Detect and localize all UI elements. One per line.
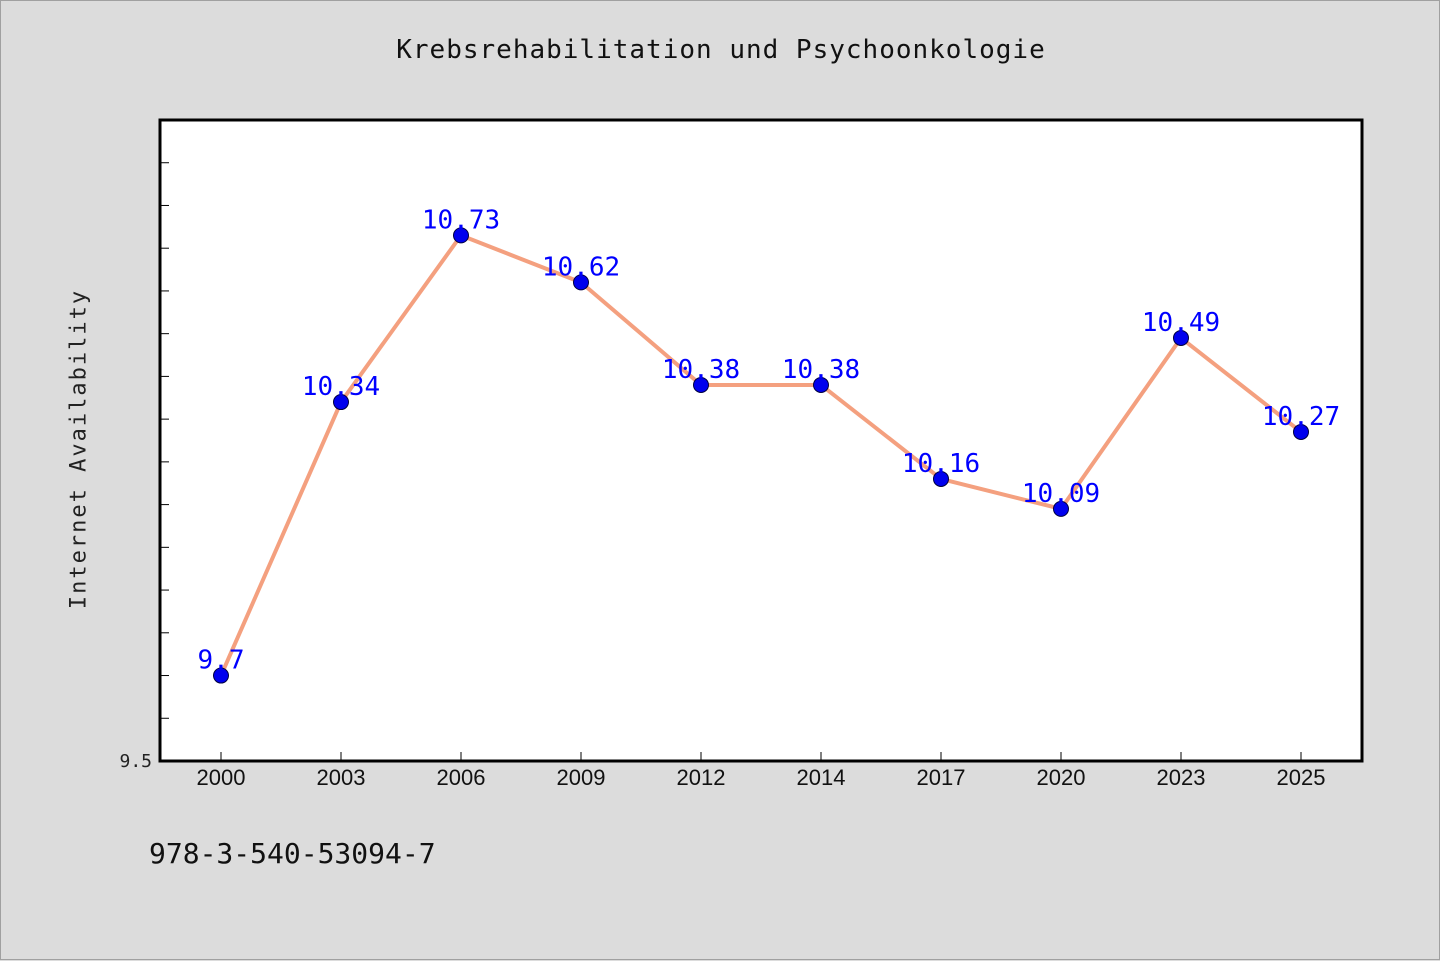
data-label: 10.73 bbox=[422, 205, 500, 235]
x-tick-label: 2023 bbox=[1157, 765, 1206, 790]
data-label: 10.16 bbox=[902, 449, 980, 479]
x-tick-label: 2006 bbox=[437, 765, 486, 790]
x-tick-label: 2003 bbox=[317, 765, 366, 790]
y-tick-label: 9.5 bbox=[119, 751, 152, 772]
data-label: 10.34 bbox=[302, 372, 380, 402]
data-label: 10.27 bbox=[1262, 402, 1340, 432]
footer-identifier: 978-3-540-53094-7 bbox=[149, 837, 436, 870]
data-point bbox=[813, 376, 829, 393]
data-label: 10.49 bbox=[1142, 308, 1220, 338]
plot-area bbox=[158, 118, 1364, 763]
data-label: 10.38 bbox=[662, 355, 740, 385]
data-label: 10.38 bbox=[782, 355, 860, 385]
x-tick-label: 2009 bbox=[557, 765, 606, 790]
x-tick-label: 2017 bbox=[917, 765, 966, 790]
series-markers bbox=[213, 227, 1309, 684]
data-point bbox=[333, 394, 349, 411]
data-labels: 9.7 10.34 10.73 10.62 10.38 10.38 10.16 10.09 10… bbox=[198, 205, 1341, 675]
data-point bbox=[213, 667, 229, 684]
data-point bbox=[693, 376, 709, 393]
series-line bbox=[219, 233, 1303, 677]
data-point bbox=[1053, 500, 1069, 517]
data-point bbox=[933, 470, 949, 487]
data-point bbox=[1293, 423, 1309, 440]
data-label: 10.09 bbox=[1022, 479, 1100, 509]
x-tick-label: 2020 bbox=[1037, 765, 1086, 790]
x-tick-label: 2014 bbox=[797, 765, 846, 790]
x-ticks: 2000 2003 2006 2009 2012 2014 2017 2020 2023 2025 bbox=[197, 752, 1326, 790]
x-tick-label: 2000 bbox=[197, 765, 246, 790]
x-tick-label: 2025 bbox=[1277, 765, 1326, 790]
y-ticks: 9.5 bbox=[119, 119, 169, 772]
data-label: 10.62 bbox=[542, 252, 620, 282]
data-point bbox=[1173, 329, 1189, 346]
chart-title: Krebsrehabilitation und Psychoonkologie bbox=[396, 35, 1046, 65]
data-point bbox=[453, 227, 469, 244]
data-point bbox=[573, 274, 589, 291]
x-tick-label: 2012 bbox=[677, 765, 726, 790]
data-label: 9.7 bbox=[198, 646, 245, 676]
